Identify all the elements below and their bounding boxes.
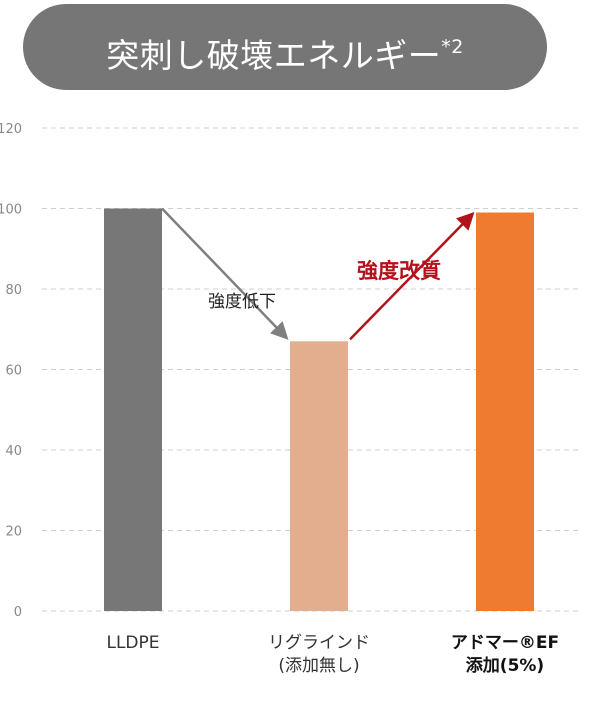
y-tick-label: 40 bbox=[5, 444, 22, 459]
y-tick-label: 120 bbox=[0, 122, 22, 137]
bar bbox=[290, 341, 348, 611]
y-tick-labels: 0 20 40 60 80 100 120 bbox=[0, 122, 22, 620]
y-tick-label: 80 bbox=[5, 283, 22, 298]
y-tick-label: 20 bbox=[5, 525, 22, 540]
x-tick-label: (添加無し) bbox=[278, 656, 359, 676]
x-tick-label: LLDPE bbox=[106, 633, 159, 653]
bar bbox=[104, 208, 162, 611]
x-tick-label: リグラインド bbox=[268, 633, 370, 653]
y-tick-label: 60 bbox=[5, 364, 22, 379]
y-tick-label: 100 bbox=[0, 203, 22, 218]
annotation-arrows bbox=[161, 207, 475, 341]
decrease-arrow bbox=[161, 207, 289, 340]
y-tick-label: 0 bbox=[14, 605, 22, 620]
bar bbox=[476, 212, 534, 611]
bars bbox=[104, 208, 534, 611]
annotation-labels: 強度低下 強度改質 bbox=[208, 259, 441, 312]
x-tick-label: アドマー®EF bbox=[451, 633, 559, 653]
chart-title: 突刺し破壊エネルギー*2 bbox=[23, 4, 547, 90]
title-footnote-mark: *2 bbox=[441, 36, 464, 58]
increase-arrow bbox=[349, 212, 475, 341]
x-tick-label: 添加(5%) bbox=[466, 655, 544, 676]
title-text: 突刺し破壊エネルギー bbox=[106, 36, 442, 75]
title-pill: 突刺し破壊エネルギー*2 bbox=[23, 4, 547, 90]
annotation-strength-improvement: 強度改質 bbox=[357, 259, 441, 283]
annotation-strength-decrease: 強度低下 bbox=[208, 292, 276, 312]
